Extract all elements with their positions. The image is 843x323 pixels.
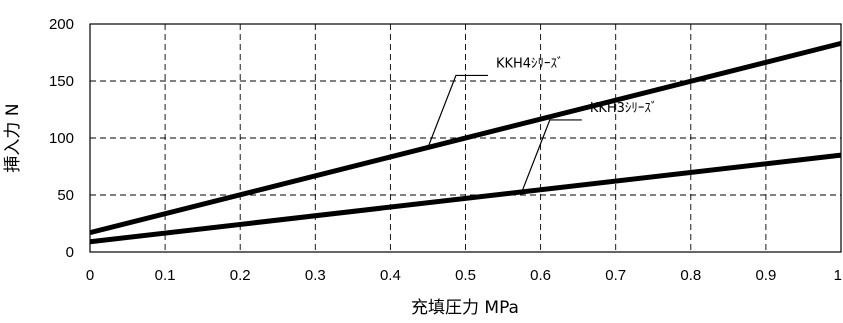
grid-layer (90, 24, 841, 252)
series-layer: KKH4ｼﾘｰｽﾞ KKH3ｼﾘｰｽﾞ (89, 40, 842, 245)
x-tick-label: 0.5 (455, 267, 476, 284)
x-axis-title: 充填圧力 MPa (411, 298, 519, 318)
series-label-1: KKH4ｼﾘｰｽﾞ (496, 56, 564, 71)
x-tick-label: 0 (86, 267, 94, 284)
y-tick-label: 150 (49, 73, 74, 90)
y-axis-ticks: 0 50 100 150 200 (49, 16, 74, 261)
series-leader-2 (521, 119, 582, 193)
plot-frame (89, 23, 842, 253)
x-axis-ticks: 0 0.1 0.2 0.3 0.4 0.5 0.6 0.7 0.8 0.9 1 (86, 267, 842, 284)
x-tick-label: 0.3 (305, 267, 326, 284)
x-tick-label: 0.6 (530, 267, 551, 284)
y-tick-label: 100 (49, 130, 74, 147)
y-axis-title: 挿入力 N (3, 103, 23, 172)
y-tick-label: 0 (66, 244, 74, 261)
x-tick-label: 1 (834, 267, 842, 284)
y-tick-label: 200 (49, 16, 74, 33)
x-tick-label: 0.9 (755, 267, 776, 284)
x-tick-label: 0.1 (155, 267, 176, 284)
series-line-1 (89, 40, 842, 236)
x-tick-label: 0.8 (680, 267, 701, 284)
y-tick-label: 50 (57, 187, 74, 204)
x-tick-label: 0.2 (230, 267, 251, 284)
x-tick-label: 0.7 (605, 267, 626, 284)
series-leader-1 (427, 74, 488, 148)
series-line-2 (89, 152, 842, 245)
x-tick-label: 0.4 (380, 267, 401, 284)
series-label-2: KKH3ｼﾘｰｽﾞ (590, 101, 658, 116)
